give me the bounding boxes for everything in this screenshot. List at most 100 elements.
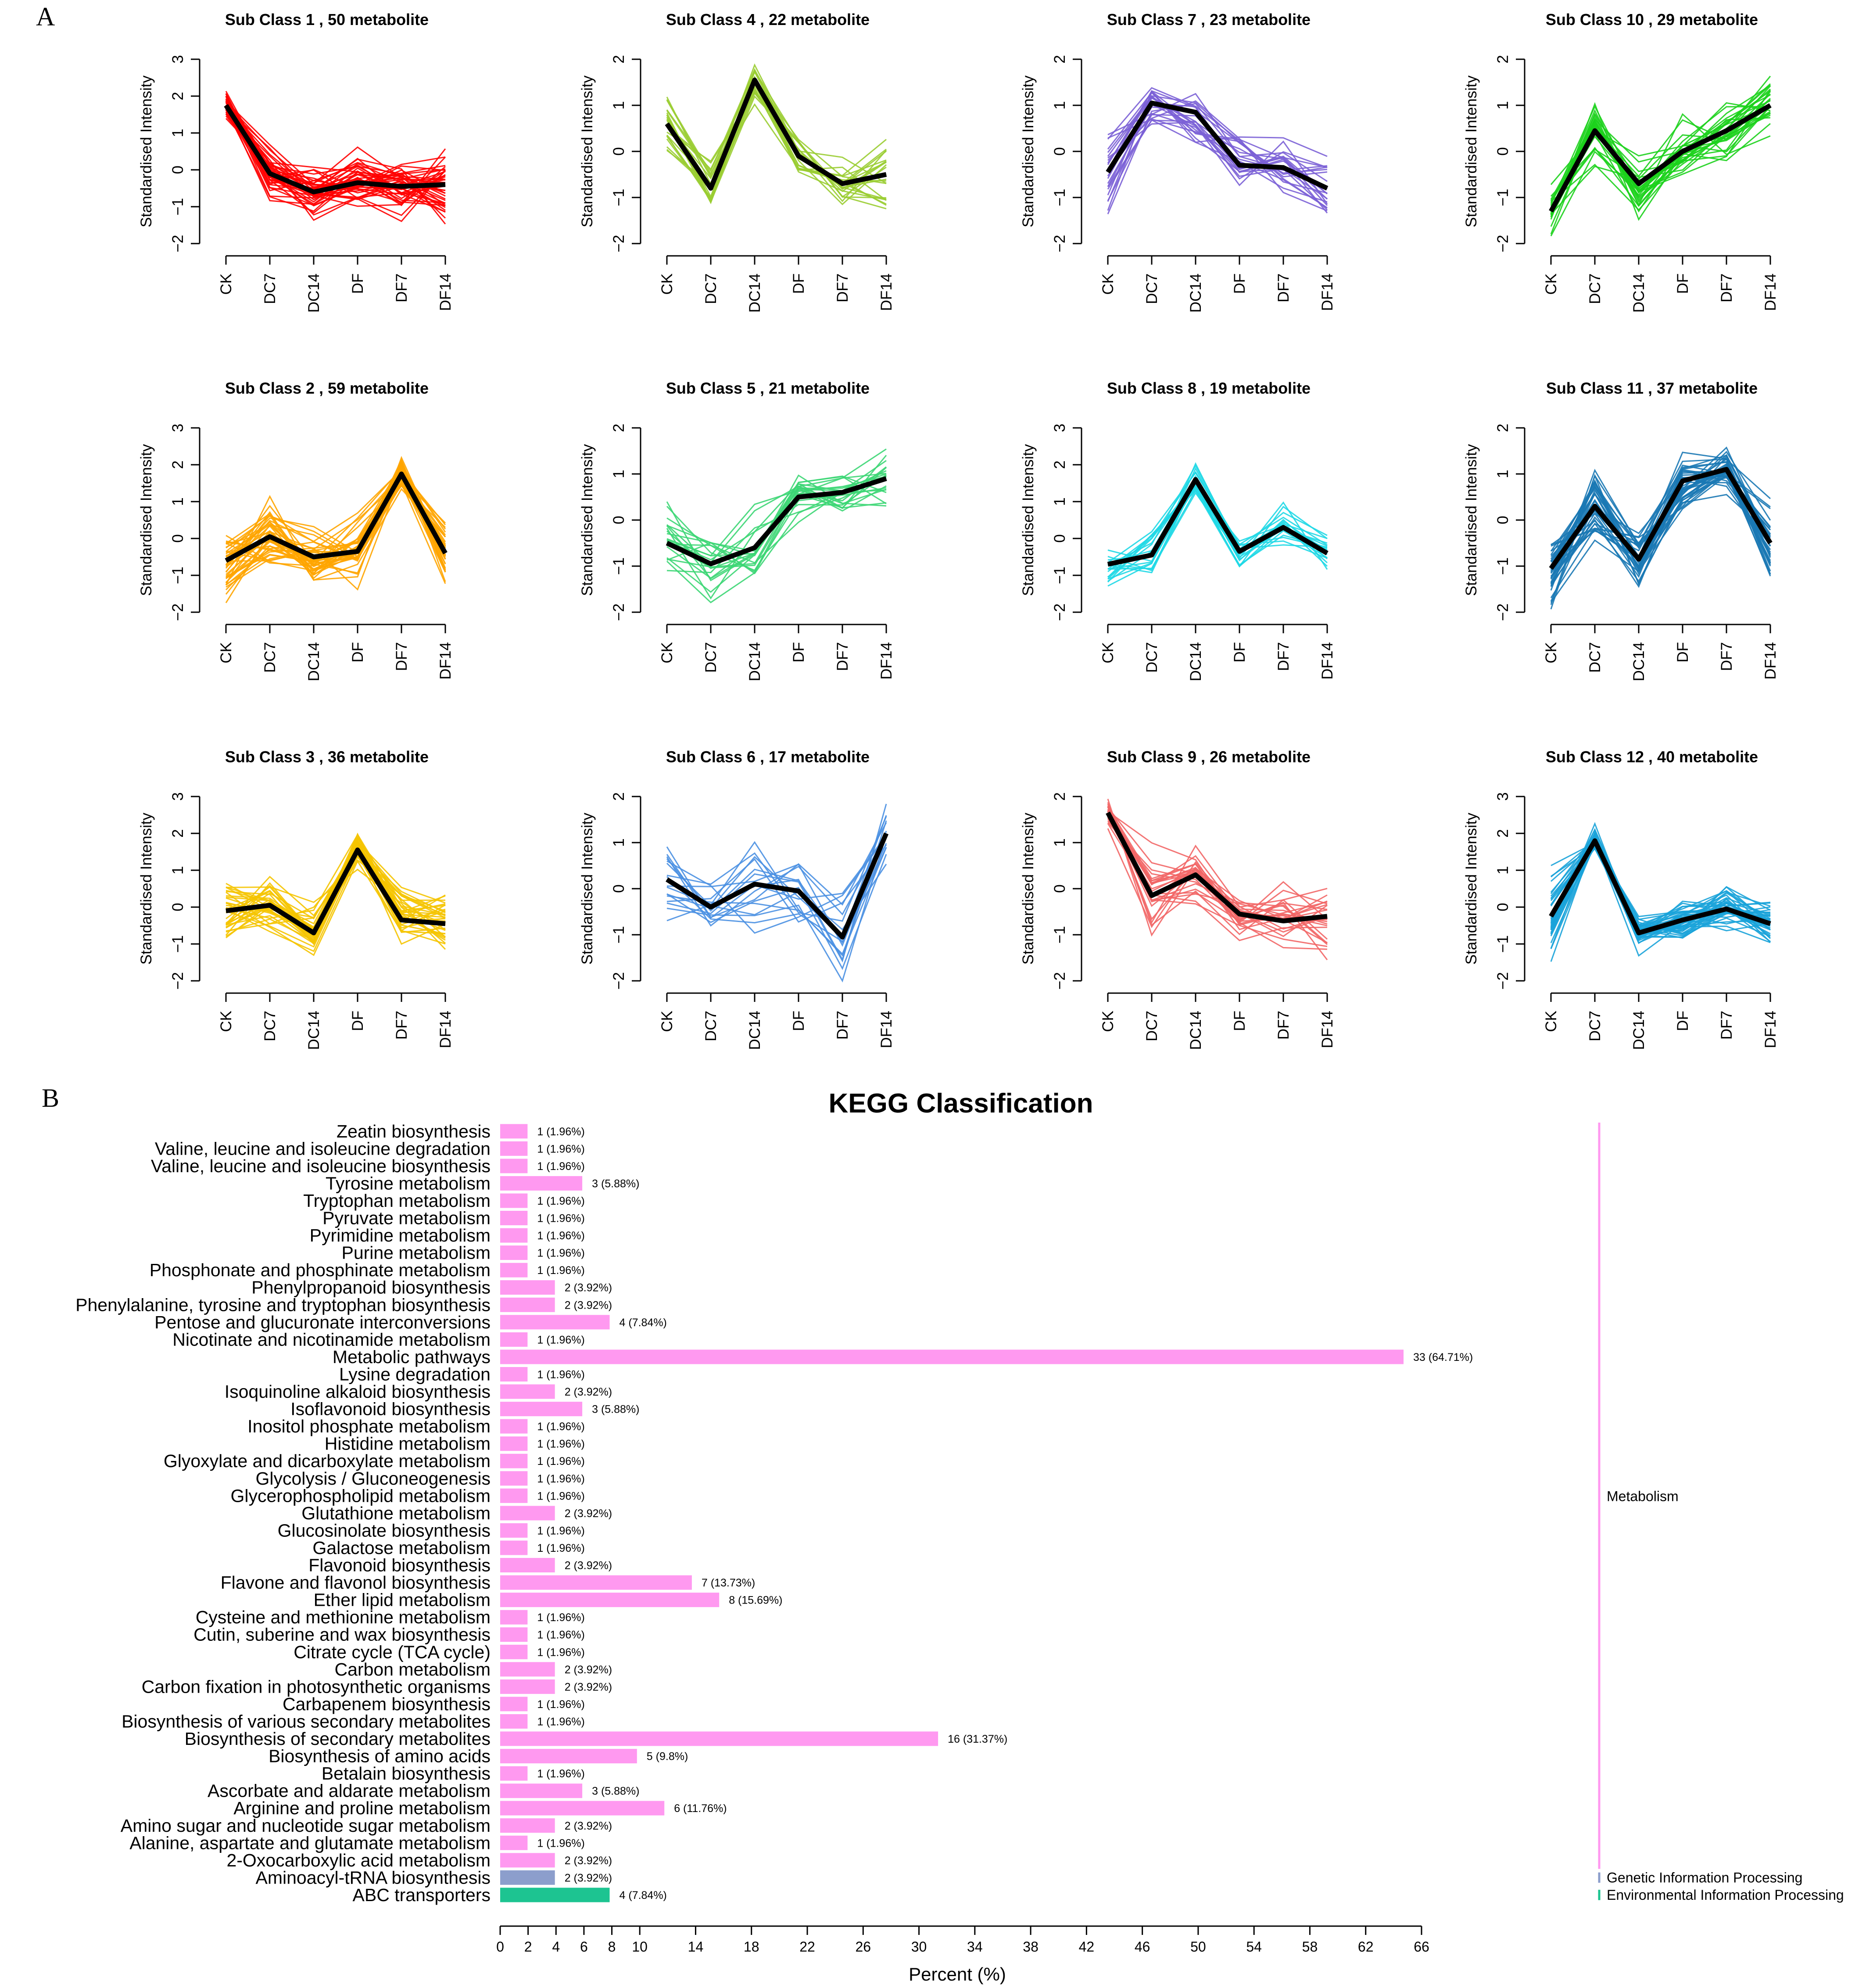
kegg-bar <box>500 1610 528 1625</box>
kegg-category-label: Glutathione metabolism <box>301 1503 491 1523</box>
kegg-bar <box>500 1558 555 1572</box>
y-tick-label: 1 <box>1494 470 1511 478</box>
kegg-chart-title: KEGG Classification <box>829 1088 1093 1119</box>
y-tick-label: 2 <box>1051 792 1068 800</box>
kegg-x-axis-title: Percent (%) <box>909 1964 1006 1984</box>
kegg-bar <box>500 1124 528 1139</box>
subclass-title: Sub Class 5 , 21 metabolite <box>666 379 870 397</box>
kegg-category-label: Citrate cycle (TCA cycle) <box>294 1642 491 1662</box>
kegg-row-ascorbate-and-aldarate-metabolism: Ascorbate and aldarate metabolism 3 (5.88… <box>208 1781 639 1801</box>
y-axis-title: Standardised Intensity <box>1463 812 1480 965</box>
kegg-value-label: 5 (9.8%) <box>647 1751 688 1763</box>
kegg-category-label: Arginine and proline metabolism <box>233 1798 491 1818</box>
kegg-row-valine-leucine-and-isoleucine-degradation: Valine, leucine and isoleucine degradati… <box>155 1138 585 1159</box>
kegg-row-zeatin-biosynthesis: Zeatin biosynthesis 1 (1.96%) <box>337 1121 585 1141</box>
member-profile-line <box>1107 822 1328 950</box>
member-profile-line <box>1107 804 1328 930</box>
x-tick-label: DF <box>1674 642 1691 663</box>
y-tick-label: 2 <box>1051 460 1068 469</box>
kegg-value-label: 1 (1.96%) <box>537 1334 584 1346</box>
member-profile-line <box>1107 811 1328 925</box>
kegg-value-label: 1 (1.96%) <box>537 1473 584 1485</box>
x-tick-label: DF <box>1231 642 1248 663</box>
kegg-row-cysteine-and-methionine-metabolism: Cysteine and methionine metabolism 1 (1.9… <box>196 1607 585 1627</box>
centroid-line <box>1106 811 1328 923</box>
kegg-row-carbapenem-biosynthesis: Carbapenem biosynthesis 1 (1.96%) <box>283 1694 585 1714</box>
kegg-row-ether-lipid-metabolism: Ether lipid metabolism 8 (15.69%) <box>314 1590 783 1610</box>
kegg-row-inositol-phosphate-metabolism: Inositol phosphate metabolism 1 (1.96%) <box>247 1416 585 1436</box>
kegg-value-label: 33 (64.71%) <box>1413 1351 1473 1364</box>
panel-label-a: A <box>36 2 55 31</box>
kegg-x-tick-label: 10 <box>632 1939 648 1955</box>
y-tick-label: −2 <box>610 235 627 252</box>
x-tick-label: DC14 <box>1630 1011 1647 1050</box>
x-tick-label: DC7 <box>702 1011 720 1041</box>
category-label-metabolism: Metabolism <box>1607 1488 1679 1504</box>
centroid-line <box>224 104 446 194</box>
kegg-bar <box>500 1835 528 1850</box>
x-tick-label: DC14 <box>746 642 763 681</box>
x-tick-label: DF7 <box>1718 642 1735 671</box>
kegg-category-label: Carbapenem biosynthesis <box>283 1694 491 1714</box>
subclass-plot-8: Sub Class 8 , 19 metabolite −2 −1 0 1 2 3 Stand… <box>1020 379 1336 681</box>
x-tick-label: DC7 <box>1143 273 1160 304</box>
x-tick-label: CK <box>1543 273 1560 295</box>
x-tick-label: CK <box>1099 1011 1117 1032</box>
y-tick-label: −2 <box>610 972 627 990</box>
x-tick-label: DF <box>1674 273 1691 294</box>
kegg-bar <box>500 1783 583 1798</box>
kegg-value-label: 1 (1.96%) <box>537 1195 584 1207</box>
kegg-row-lysine-degradation: Lysine degradation 1 (1.96%) <box>339 1364 585 1384</box>
kegg-bar <box>500 1575 692 1590</box>
kegg-bar <box>500 1453 528 1468</box>
kegg-bar <box>500 1159 528 1173</box>
kegg-bar <box>500 1419 528 1434</box>
y-tick-label: 3 <box>1051 423 1068 432</box>
x-tick-label: DC14 <box>1630 273 1647 312</box>
x-tick-label: DF <box>1674 1011 1691 1031</box>
kegg-category-label: Purine metabolism <box>341 1243 491 1263</box>
member-profile-line <box>225 104 446 200</box>
kegg-x-tick-label: 14 <box>688 1939 704 1955</box>
member-profile-line <box>226 859 446 935</box>
kegg-bar <box>500 1731 938 1746</box>
y-tick-label: −1 <box>169 567 186 584</box>
x-tick-label: CK <box>218 1011 235 1032</box>
y-tick-label: 1 <box>1494 866 1511 874</box>
kegg-category-label: Carbon metabolism <box>335 1659 491 1679</box>
y-tick-label: 1 <box>169 866 186 874</box>
kegg-value-label: 1 (1.96%) <box>537 1368 584 1381</box>
y-tick-label: 2 <box>1494 829 1511 837</box>
centroid-line <box>1549 103 1772 213</box>
y-tick-label: −1 <box>1494 557 1511 575</box>
centroid-line <box>665 77 887 191</box>
subclass-plot-3: Sub Class 3 , 36 metabolite −2 −1 0 1 2 3 Stand… <box>138 748 454 1050</box>
x-tick-label: DF7 <box>834 273 851 302</box>
subclass-plot-5: Sub Class 5 , 21 metabolite −2 −1 0 1 2 Standa… <box>579 379 895 681</box>
kegg-row-aminoacyl-trna-biosynthesis: Aminoacyl-tRNA biosynthesis 2 (3.92%) <box>256 1867 612 1888</box>
x-tick-label: DC7 <box>702 273 720 304</box>
y-tick-label: 0 <box>1051 884 1068 893</box>
kegg-category-label: Biosynthesis of amino acids <box>269 1746 491 1766</box>
kegg-value-label: 1 (1.96%) <box>537 1646 584 1658</box>
kegg-x-tick-label: 0 <box>496 1939 504 1955</box>
kegg-bar <box>500 1332 528 1347</box>
kegg-bar <box>500 1714 528 1729</box>
subclass-plot-2: Sub Class 2 , 59 metabolite −2 −1 0 1 2 3 Stand… <box>138 379 454 681</box>
kegg-value-label: 2 (3.92%) <box>565 1386 612 1398</box>
x-tick-label: DC14 <box>746 1011 763 1050</box>
kegg-row-flavonoid-biosynthesis: Flavonoid biosynthesis 2 (3.92%) <box>308 1555 612 1575</box>
x-tick-label: DF14 <box>1762 642 1779 680</box>
kegg-category-label: Glycolysis / Gluconeogenesis <box>255 1468 491 1489</box>
y-tick-label: 0 <box>169 534 186 542</box>
x-tick-label: DC14 <box>1187 642 1204 681</box>
subclass-title: Sub Class 12 , 40 metabolite <box>1546 748 1758 766</box>
panel-b-kegg-chart: KEGG Classification Zeatin biosynthesis 1 … <box>75 1088 1844 1984</box>
kegg-value-label: 2 (3.92%) <box>565 1855 612 1867</box>
kegg-category-label: Nicotinate and nicotinamide metabolism <box>172 1329 491 1349</box>
y-tick-label: −1 <box>1494 189 1511 206</box>
kegg-row-tyrosine-metabolism: Tyrosine metabolism 3 (5.88%) <box>326 1173 639 1193</box>
kegg-row-arginine-and-proline-metabolism: Arginine and proline metabolism 6 (11.76%… <box>233 1798 727 1818</box>
kegg-row-biosynthesis-of-secondary-metabolites: Biosynthesis of secondary metabolites 16 … <box>185 1729 1008 1749</box>
kegg-value-label: 1 (1.96%) <box>537 1490 584 1502</box>
